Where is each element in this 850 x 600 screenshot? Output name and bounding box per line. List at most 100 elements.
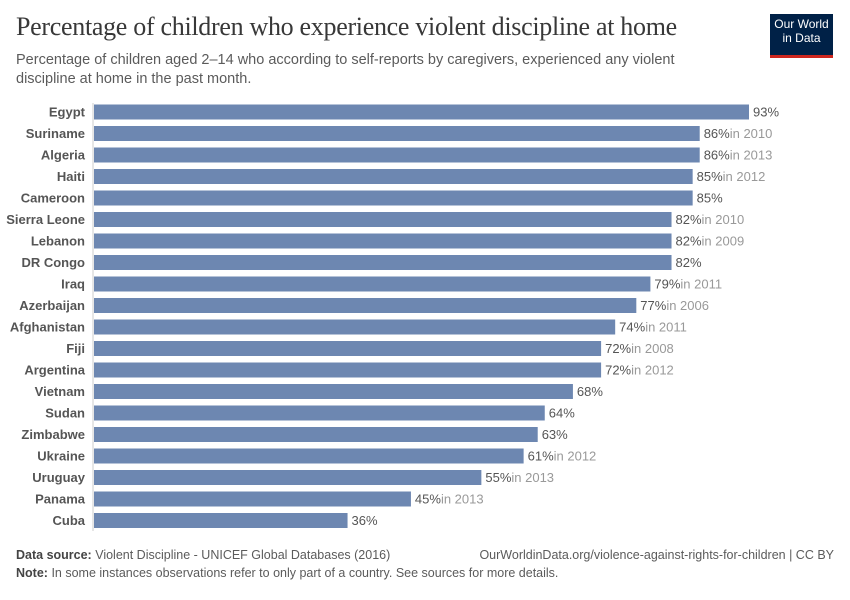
- value-label: 63%: [542, 427, 568, 442]
- bar[interactable]: [94, 212, 672, 227]
- value-text: 64%: [549, 406, 575, 421]
- value-text: 93%: [753, 105, 779, 120]
- year-note: in 2013: [511, 470, 554, 485]
- value-text: 82%: [676, 234, 702, 249]
- value-text: 45%: [415, 492, 441, 507]
- source-label: Data source:: [16, 548, 92, 562]
- category-label: Egypt: [49, 105, 86, 120]
- category-label: Algeria: [41, 148, 86, 163]
- footer: Data source: Violent Discipline - UNICEF…: [16, 548, 834, 580]
- value-label: 85%in 2012: [697, 169, 766, 184]
- bar[interactable]: [94, 126, 700, 141]
- value-text: 86%: [704, 126, 730, 141]
- chart-subtitle: Percentage of children aged 2–14 who acc…: [16, 52, 675, 87]
- category-label: Lebanon: [31, 234, 85, 249]
- year-note: in 2010: [702, 212, 745, 227]
- value-label: 93%: [753, 105, 779, 120]
- category-label: Fiji: [66, 341, 85, 356]
- year-note: in 2012: [631, 363, 674, 378]
- value-label: 79%in 2011: [654, 277, 722, 292]
- value-label: 72%in 2012: [605, 363, 674, 378]
- bar[interactable]: [94, 298, 637, 313]
- bar[interactable]: [94, 190, 693, 206]
- category-label: Sierra Leone: [6, 212, 85, 227]
- category-label: Suriname: [26, 126, 85, 141]
- value-label: 45%in 2013: [415, 492, 484, 507]
- value-label: 82%in 2009: [676, 234, 745, 249]
- category-label: DR Congo: [21, 255, 85, 270]
- value-text: 68%: [577, 384, 603, 399]
- category-label: Cuba: [53, 513, 86, 528]
- value-text: 36%: [352, 513, 378, 528]
- value-text: 79%: [654, 277, 680, 292]
- year-note: in 2009: [702, 234, 745, 249]
- value-label: 68%: [577, 384, 603, 399]
- bar[interactable]: [94, 255, 672, 270]
- value-label: 61%in 2012: [528, 449, 597, 464]
- value-text: 85%: [697, 191, 723, 206]
- category-label: Panama: [35, 492, 86, 507]
- value-label: 82%in 2010: [676, 212, 745, 227]
- bar[interactable]: [94, 491, 411, 507]
- value-label: 82%: [676, 255, 702, 270]
- bar[interactable]: [94, 405, 545, 421]
- value-text: 72%: [605, 363, 631, 378]
- value-text: 74%: [619, 320, 645, 335]
- value-label: 36%: [352, 513, 378, 528]
- value-text: 85%: [697, 169, 723, 184]
- value-label: 86%in 2013: [704, 148, 773, 163]
- category-label: Cameroon: [21, 191, 85, 206]
- value-label: 64%: [549, 406, 575, 421]
- bar[interactable]: [94, 276, 651, 292]
- category-label: Ukraine: [37, 449, 85, 464]
- bar[interactable]: [94, 448, 524, 464]
- value-label: 85%: [697, 191, 723, 206]
- year-note: in 2013: [441, 492, 484, 507]
- bar[interactable]: [94, 104, 749, 120]
- bar[interactable]: [94, 147, 700, 163]
- owid-logo[interactable]: Our World in Data: [770, 14, 833, 58]
- category-label: Afghanistan: [10, 320, 85, 335]
- year-note: in 2011: [645, 320, 687, 335]
- bar[interactable]: [94, 384, 573, 399]
- bar[interactable]: [94, 319, 616, 335]
- value-text: 82%: [676, 212, 702, 227]
- bar[interactable]: [94, 470, 482, 485]
- note-label: Note:: [16, 566, 48, 580]
- bar[interactable]: [94, 341, 602, 356]
- bar[interactable]: [94, 513, 348, 528]
- bar[interactable]: [94, 169, 693, 184]
- category-label: Haiti: [57, 169, 85, 184]
- value-label: 55%in 2013: [485, 470, 554, 485]
- year-note: in 2008: [631, 341, 674, 356]
- category-label: Argentina: [24, 363, 85, 378]
- value-label: 74%in 2011: [619, 320, 687, 335]
- year-note: in 2010: [730, 126, 773, 141]
- value-text: 82%: [676, 255, 702, 270]
- category-label: Sudan: [45, 406, 85, 421]
- source-url[interactable]: OurWorldinData.org/violence-against-righ…: [479, 548, 834, 562]
- category-label: Uruguay: [32, 470, 86, 485]
- chart-title: Percentage of children who experience vi…: [16, 12, 677, 41]
- category-label: Zimbabwe: [21, 427, 85, 442]
- bar[interactable]: [94, 362, 602, 378]
- value-text: 61%: [528, 449, 554, 464]
- year-note: in 2013: [730, 148, 773, 163]
- value-label: 86%in 2010: [704, 126, 773, 141]
- value-label: 72%in 2008: [605, 341, 674, 356]
- value-text: 55%: [485, 470, 511, 485]
- bar[interactable]: [94, 233, 672, 249]
- year-note: in 2011: [680, 277, 722, 292]
- year-note: in 2012: [554, 449, 597, 464]
- bar[interactable]: [94, 427, 538, 442]
- category-label: Vietnam: [35, 384, 85, 399]
- source-text[interactable]: Violent Discipline - UNICEF Global Datab…: [95, 548, 391, 562]
- value-text: 63%: [542, 427, 568, 442]
- value-text: 72%: [605, 341, 631, 356]
- value-text: 86%: [704, 148, 730, 163]
- value-text: 77%: [640, 298, 666, 313]
- year-note: in 2012: [723, 169, 766, 184]
- value-label: 77%in 2006: [640, 298, 709, 313]
- year-note: in 2006: [666, 298, 709, 313]
